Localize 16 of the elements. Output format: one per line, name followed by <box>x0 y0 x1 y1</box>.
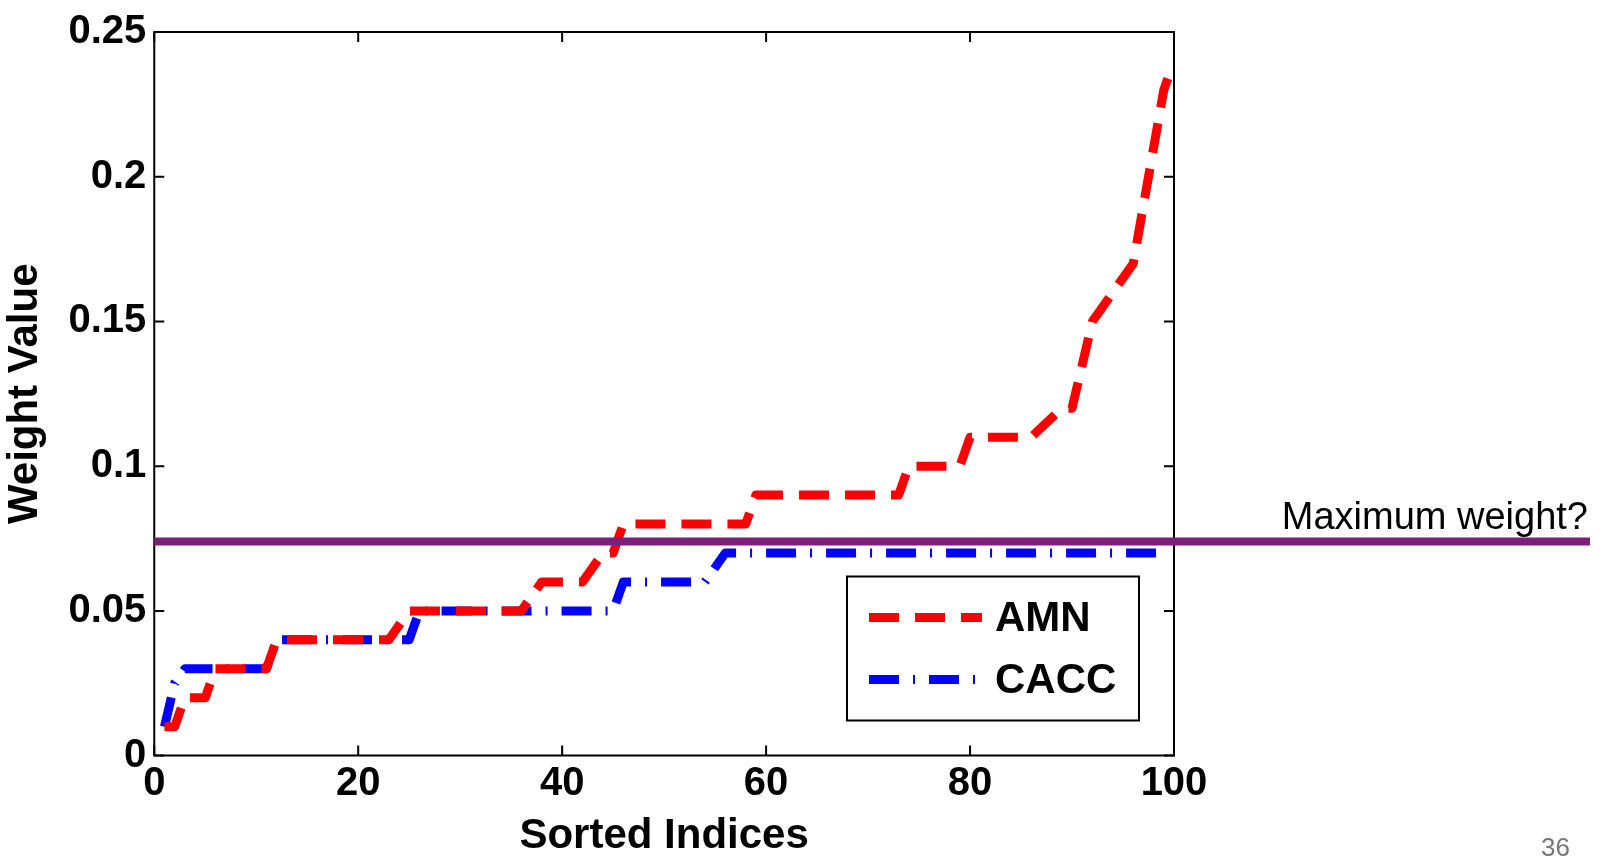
y-tick-label: 0.25 <box>68 7 147 52</box>
x-tick-label: 60 <box>743 758 789 803</box>
ref-line-label: Maximum weight? <box>1281 494 1588 537</box>
y-tick-label: 0.15 <box>68 296 147 341</box>
x-tick-label: 20 <box>335 758 381 803</box>
x-axis-title: Sorted Indices <box>519 810 809 858</box>
legend-label: AMN <box>995 593 1091 641</box>
x-tick-label: 40 <box>539 758 585 803</box>
y-tick-label: 0.1 <box>90 441 147 486</box>
y-tick-label: 0.2 <box>90 151 147 196</box>
y-axis-title: Weight Value <box>0 263 46 525</box>
x-tick-label: 100 <box>1140 758 1208 803</box>
text: 36 <box>1541 832 1570 862</box>
x-tick-label: 80 <box>947 758 993 803</box>
legend-label: CACC <box>995 655 1117 703</box>
y-tick-label: 0.05 <box>68 585 147 630</box>
